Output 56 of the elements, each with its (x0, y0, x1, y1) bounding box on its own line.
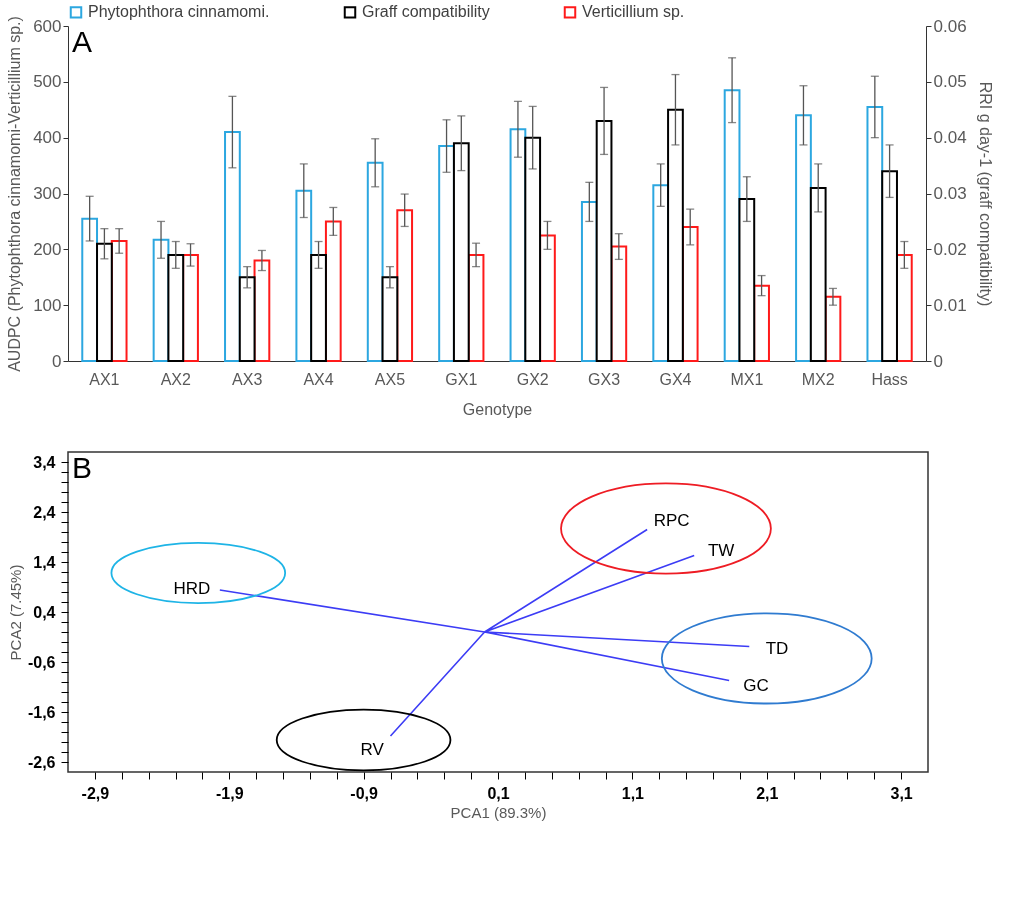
y-tick-label: 3,4 (33, 453, 56, 471)
y-tick-label: 100 (33, 295, 62, 315)
x-tick-label: GX1 (445, 370, 478, 388)
x-tick-label: -1,9 (215, 784, 244, 802)
y2-tick-label: 0 (933, 351, 943, 371)
annotation: TW (707, 540, 735, 560)
y-tick-label: 300 (33, 184, 62, 203)
x-tick-label: AX5 (374, 370, 406, 388)
legend-label: Verticillium sp. (582, 3, 685, 21)
annotation: HRD (173, 578, 211, 598)
annotation: TD (765, 638, 789, 658)
x-axis-title: Genotype (462, 400, 533, 418)
x-tick-label: Hass (871, 370, 908, 388)
y2-tick-label: 0.05 (933, 72, 967, 92)
x-tick-label: AX1 (89, 370, 120, 388)
x-tick-label: 3,1 (890, 784, 913, 802)
y2-tick-label: 0.06 (933, 16, 967, 36)
x-tick-label: 2,1 (756, 784, 779, 802)
y2-axis-title: RRI g day-1 (graff compatibility) (976, 81, 994, 307)
y-tick-label: 0,4 (33, 603, 56, 621)
y-tick-label: 400 (33, 128, 62, 148)
y-tick-label: 2,4 (33, 503, 56, 521)
y-axis-title: PCA2 (7.45%) (6, 564, 24, 661)
y-tick-label: -1,6 (27, 703, 56, 721)
y-tick-label: 200 (33, 239, 62, 259)
x-tick-label: 0,1 (487, 784, 510, 802)
y2-tick-label: 0.04 (933, 128, 967, 148)
y-tick-label: 500 (33, 72, 62, 92)
legend-label: Phytophthora cinnamomi. (88, 3, 270, 21)
x-tick-label: AX4 (303, 370, 334, 388)
y-tick-label: -2,6 (27, 753, 56, 771)
annotation: GC (743, 675, 769, 695)
y-tick-label: 1,4 (33, 553, 56, 571)
x-tick-label: 1,1 (621, 784, 645, 802)
y-tick-label: 0 (52, 351, 62, 371)
y-axis-title: AUDPC (Phytophthora cinnamomi-Verticillium sp.) (6, 16, 24, 372)
x-tick-label: MX1 (730, 370, 764, 388)
x-tick-label: -2,9 (81, 784, 110, 802)
annotation: B (72, 451, 93, 484)
annotation: RV (360, 739, 385, 759)
legend-label: Graff compatibility (362, 3, 490, 21)
annotation: A (72, 25, 93, 58)
x-tick-label: GX4 (659, 370, 692, 388)
x-tick-label: GX3 (588, 370, 621, 388)
x-tick-label: -0,9 (350, 784, 379, 802)
y-tick-label: 600 (33, 16, 62, 36)
y-tick-label: -0,6 (27, 653, 56, 671)
x-axis-title: PCA1 (89.3%) (450, 803, 547, 821)
annotation: RPC (653, 510, 690, 530)
y2-tick-label: 0.03 (933, 184, 967, 203)
x-tick-label: MX2 (801, 370, 835, 388)
y2-tick-label: 0.01 (933, 295, 967, 315)
y2-tick-label: 0.02 (933, 239, 967, 259)
x-tick-label: AX3 (232, 370, 263, 388)
x-tick-label: GX2 (516, 370, 549, 388)
x-tick-label: AX2 (160, 370, 191, 388)
